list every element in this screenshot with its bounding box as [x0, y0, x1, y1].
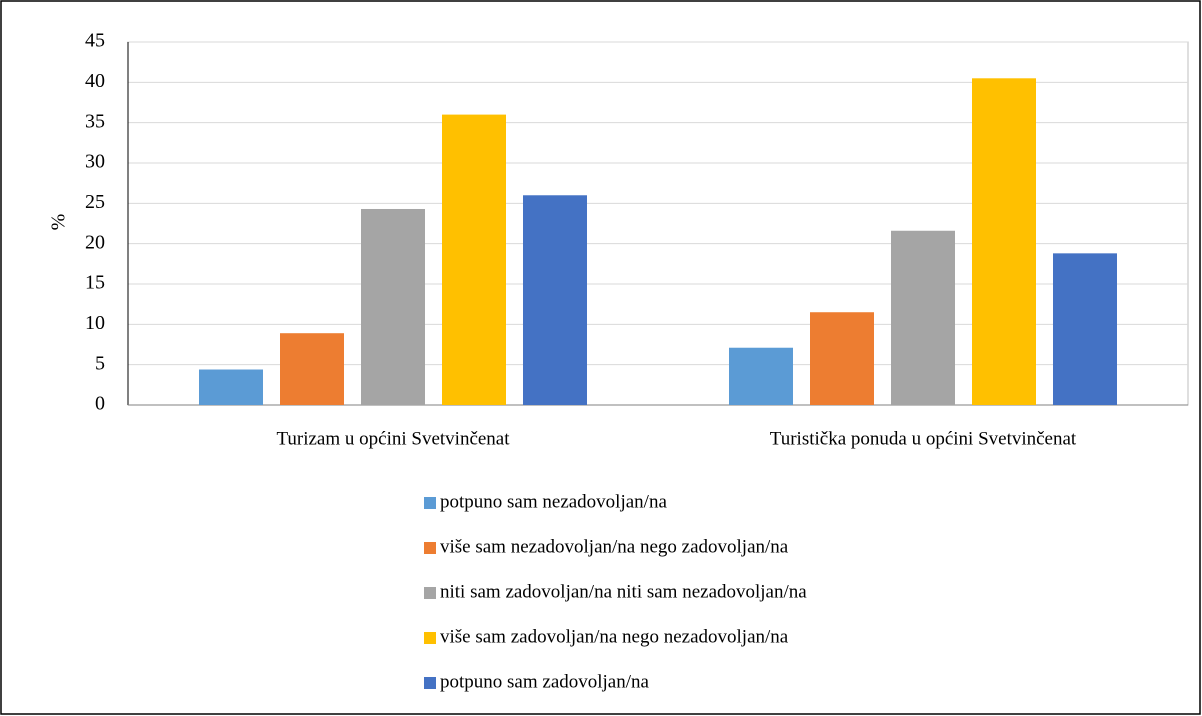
y-tick-label: 30	[85, 151, 105, 173]
legend-swatch	[424, 632, 436, 644]
y-tick-label: 35	[85, 110, 105, 132]
legend-label: niti sam zadovoljan/na niti sam nezadovo…	[440, 581, 807, 602]
bar	[972, 78, 1036, 406]
legend-label: potpuno sam nezadovoljan/na	[440, 491, 667, 512]
bar	[891, 230, 955, 405]
bar	[523, 195, 587, 405]
legend-label: više sam nezadovoljan/na nego zadovoljan…	[440, 536, 789, 557]
legend-swatch	[424, 497, 436, 509]
y-tick-label: 10	[85, 312, 105, 334]
bar	[810, 312, 874, 405]
bar	[361, 208, 425, 405]
legend-label: potpuno sam zadovoljan/na	[440, 671, 650, 692]
bar	[729, 347, 793, 405]
y-tick-label: 25	[85, 191, 105, 213]
bar	[1053, 253, 1117, 405]
bar	[199, 369, 263, 405]
legend-swatch	[424, 677, 436, 689]
y-tick-label: 0	[95, 393, 105, 415]
y-tick-label: 45	[85, 30, 105, 52]
legend-swatch	[424, 587, 436, 599]
y-tick-label: 20	[85, 231, 105, 253]
y-tick-label: 40	[85, 70, 105, 92]
legend-swatch	[424, 542, 436, 554]
x-tick-label: Turistička ponuda u općini Svetvinčenat	[770, 428, 1077, 449]
y-axis-label: %	[48, 214, 70, 231]
bar	[280, 333, 344, 405]
y-tick-label: 15	[85, 272, 105, 294]
legend-label: više sam zadovoljan/na nego nezadovoljan…	[440, 626, 789, 647]
x-tick-label: Turizam u općini Svetvinčenat	[276, 428, 510, 449]
y-tick-label: 5	[95, 352, 105, 374]
bar	[442, 114, 506, 405]
